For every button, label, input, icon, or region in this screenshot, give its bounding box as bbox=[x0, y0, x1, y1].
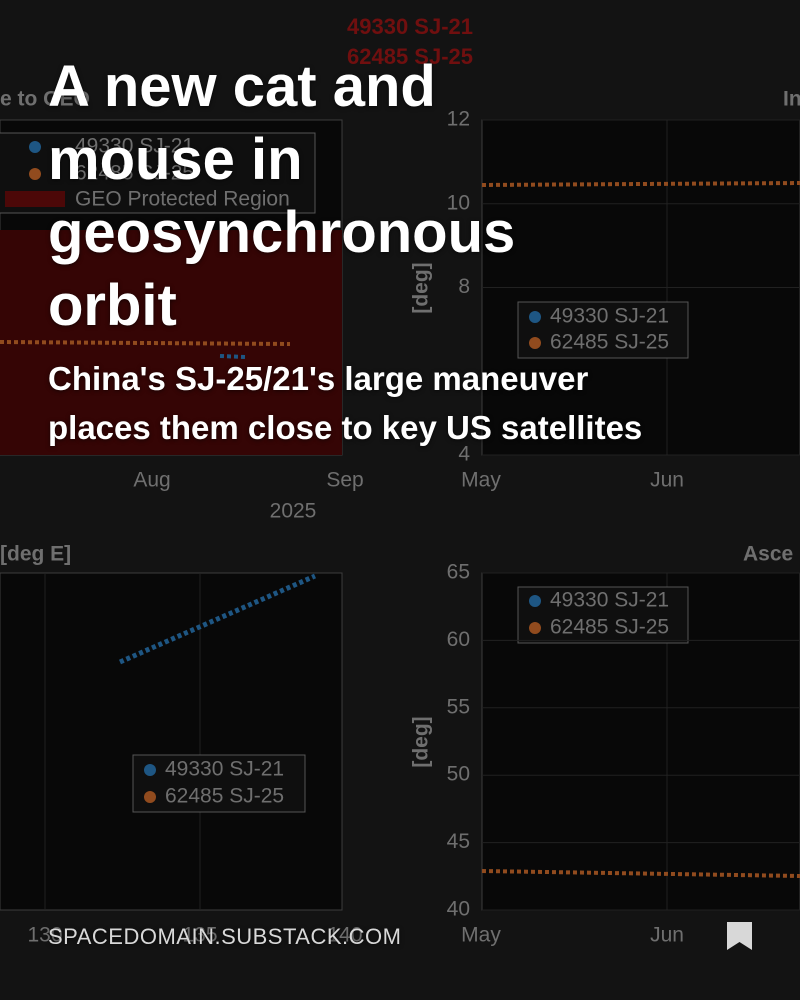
legend-label: 49330 SJ-21 bbox=[75, 135, 194, 158]
legend-label: GEO Protected Region bbox=[75, 188, 290, 211]
y-tick-label: 65 bbox=[447, 561, 470, 584]
label: 49330 SJ-21 bbox=[347, 14, 473, 39]
y-tick-label: 60 bbox=[447, 628, 470, 651]
legend bbox=[517, 301, 689, 359]
y-tick-label: 12 bbox=[447, 108, 470, 131]
x-tick-label: Aug bbox=[133, 469, 170, 492]
post-subtitle: China's SJ-25/21's large maneuver places… bbox=[48, 360, 643, 446]
label: 62485 SJ-25 bbox=[347, 44, 473, 69]
y-ticks: 4 8 10 12 40 45 50 55 60 65 bbox=[447, 108, 800, 921]
x-axis-label: 2025 bbox=[270, 500, 317, 523]
y-axis-label: [deg] bbox=[410, 262, 433, 313]
track bbox=[118, 573, 317, 665]
legend-dot bbox=[29, 141, 41, 153]
y-tick-label: 55 bbox=[447, 695, 470, 718]
legend-label: 49330 SJ-21 bbox=[550, 305, 669, 328]
plot-area bbox=[0, 572, 343, 911]
y-tick-label: 50 bbox=[447, 763, 470, 786]
y-axis-label: [deg] bbox=[410, 716, 433, 767]
legend-dot bbox=[144, 791, 156, 803]
panel-title: [deg E] bbox=[0, 543, 71, 566]
x-tick-label: Jun bbox=[650, 469, 684, 492]
bookmark-icon[interactable] bbox=[727, 922, 752, 950]
site-name[interactable]: SPACEDOMAIN.SUBSTACK.COM bbox=[48, 924, 402, 949]
legend-label: 62485 SJ-25 bbox=[550, 616, 669, 639]
x-tick-label: 140 bbox=[327, 924, 362, 947]
legend-dot bbox=[144, 764, 156, 776]
x-tick-label: May bbox=[461, 924, 501, 947]
legend-dot bbox=[529, 595, 541, 607]
legend-label: 62485 SJ-25 bbox=[550, 331, 669, 354]
legend-dot bbox=[529, 337, 541, 349]
x-tick-label: 135 bbox=[182, 924, 217, 947]
legend-label: 49330 SJ-21 bbox=[165, 758, 284, 781]
x-tick-label: Sep bbox=[326, 469, 363, 492]
legend-dot bbox=[29, 168, 41, 180]
legend-label: 49330 SJ-21 bbox=[550, 589, 669, 612]
y-tick-label: 40 bbox=[447, 898, 470, 921]
panel-title: e to GEO bbox=[0, 88, 90, 111]
x-tick-label: May bbox=[461, 469, 501, 492]
legend-label: 62485 SJ-25 bbox=[165, 785, 284, 808]
legend-dot bbox=[529, 622, 541, 634]
legend-dot bbox=[529, 311, 541, 323]
legend bbox=[517, 586, 689, 644]
x-tick-label: 130 bbox=[27, 924, 62, 947]
legend bbox=[132, 754, 306, 813]
y-tick-label: 10 bbox=[447, 191, 470, 214]
x-tick-label: Jun bbox=[650, 924, 684, 947]
panel-title: In bbox=[783, 88, 800, 111]
y-tick-label: 4 bbox=[458, 443, 470, 466]
legend-label: 62485 SJ-25 bbox=[75, 162, 194, 185]
panel-title: Asce bbox=[743, 543, 793, 566]
y-tick-label: 8 bbox=[458, 275, 470, 298]
legend-swatch bbox=[5, 191, 65, 207]
post-title: A new cat and mouse in geosynchronous or… bbox=[48, 54, 516, 338]
track bbox=[0, 340, 291, 346]
y-tick-label: 45 bbox=[447, 830, 470, 853]
